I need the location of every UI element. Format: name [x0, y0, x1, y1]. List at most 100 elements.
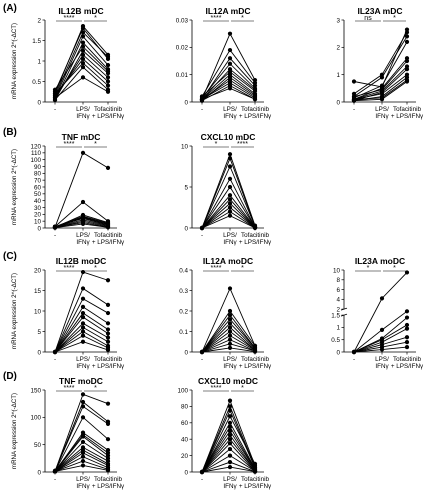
y-tick-label: 5: [184, 184, 188, 191]
x-tick-label: + LPS/IFNγ: [239, 363, 272, 370]
y-axis-label: mRNA expression 2^(-ΔCT): [11, 393, 18, 469]
x-tick-label: Tofacitinib: [94, 356, 122, 363]
panel-label-c: (C): [3, 251, 17, 262]
data-point: [80, 40, 86, 45]
y-tick-label: 100: [30, 415, 41, 422]
chart-title: IL23A mDC: [357, 6, 402, 16]
data-point: [199, 225, 205, 231]
significance-label: ****: [211, 265, 222, 272]
data-point: [105, 54, 111, 60]
data-point: [227, 56, 233, 61]
data-point: [105, 71, 111, 76]
chart-title: TNF mDC: [62, 132, 101, 142]
y-tick-label: 10: [34, 308, 42, 315]
y-tick-label: 1: [336, 72, 340, 79]
data-point: [227, 414, 233, 419]
data-point: [80, 450, 86, 455]
y-axis-label: mRNA expression 2^(-ΔCT): [11, 273, 18, 349]
y-tick-label: 80: [34, 171, 42, 178]
y-tick-label: 1: [336, 325, 340, 332]
x-tick-label: Tofacitinib: [241, 476, 269, 483]
data-point: [80, 392, 86, 397]
y-tick-label: 0: [336, 99, 340, 106]
x-tick-label: + LPS/IFNγ: [239, 239, 272, 246]
x-tick-label: Tofacitinib: [241, 106, 269, 113]
panel-label-d: (D): [3, 371, 17, 382]
y-tick-label: 1: [37, 58, 41, 65]
y-tick-label: 0: [184, 225, 188, 232]
y-tick-label: 0.03: [176, 17, 189, 24]
data-point: [80, 439, 86, 445]
significance-label: ns: [364, 15, 372, 22]
y-tick-label: 120: [30, 143, 41, 150]
y-tick-label: 1.5: [331, 312, 340, 319]
data-point: [227, 398, 233, 403]
chart-8: TNF moDC 0 50 100 150 - LPS/IFNγ Tofacitinib+ L…: [30, 376, 125, 490]
x-tick-label: Tofacitinib: [393, 106, 421, 113]
data-point: [227, 193, 233, 198]
data-point: [227, 201, 233, 206]
x-tick-label: -: [54, 476, 56, 483]
data-point: [227, 286, 233, 291]
y-tick-label: 6: [336, 287, 340, 294]
significance-label: *: [241, 15, 244, 22]
significance-label: *: [393, 265, 396, 272]
data-point: [227, 337, 233, 342]
y-tick-label: 8: [336, 277, 340, 284]
data-point: [379, 347, 385, 352]
x-tick-label: -: [201, 232, 203, 239]
significance-label: *: [367, 265, 370, 272]
chart-1: IL12A mDC 0 0.01 0.02 0.03 - LPS/IFNγ Tofacitin…: [176, 6, 272, 120]
x-tick-label: LPS/: [223, 232, 237, 239]
data-point: [227, 441, 233, 446]
significance-label: ****: [64, 265, 75, 272]
data-point: [404, 315, 410, 320]
significance-label: ****: [64, 141, 75, 148]
data-point: [227, 209, 233, 214]
data-point: [404, 58, 410, 64]
y-tick-label: 50: [34, 442, 42, 449]
y-tick-label: 100: [30, 157, 41, 164]
data-point: [80, 454, 86, 459]
y-tick-label: 0: [336, 349, 340, 356]
data-point: [404, 340, 410, 345]
panel-label-a: (A): [3, 3, 17, 14]
y-tick-label: 5: [37, 329, 41, 336]
data-point: [80, 52, 86, 57]
data-point: [404, 30, 410, 35]
y-tick-label: 15: [34, 288, 42, 295]
y-tick-label: 0.1: [179, 329, 188, 336]
significance-label: ****: [211, 15, 222, 22]
chart-6: IL12A moDC 0 0.1 0.2 0.3 0.4 - LPS/IFNγ Tofaciti…: [179, 256, 272, 370]
data-point: [105, 331, 111, 336]
chart-title: CXCL10 moDC: [198, 376, 258, 386]
x-tick-label: IFNγ: [223, 363, 237, 370]
chart-5: IL12B moDC 0 5 10 15 20 - LPS/IFNγ Tofacitinib+ …: [34, 256, 125, 370]
y-tick-label: 1.5: [32, 38, 41, 45]
chart-4: CXCL10 mDC 0 5 10 - LPS/IFNγ Tofacitinib+ LPS/…: [181, 132, 272, 246]
data-point: [227, 197, 233, 202]
data-point: [52, 225, 58, 230]
chart-title: IL12B mDC: [58, 6, 103, 16]
data-point: [80, 199, 86, 205]
x-tick-label: -: [54, 106, 56, 113]
data-point: [379, 327, 385, 332]
significance-label: *: [94, 15, 97, 22]
data-point: [404, 322, 410, 328]
data-point: [105, 335, 111, 340]
data-point: [80, 321, 86, 326]
data-point: [227, 408, 233, 413]
y-tick-label: 2: [336, 306, 340, 313]
data-point: [80, 399, 86, 405]
y-tick-label: 150: [30, 387, 41, 394]
y-tick-label: 0.5: [32, 79, 41, 86]
data-point: [80, 304, 86, 309]
data-point: [227, 345, 233, 350]
y-tick-label: 0.5: [331, 337, 340, 344]
chart-title: TNF moDC: [59, 376, 103, 386]
x-tick-label: + LPS/IFNγ: [92, 363, 125, 370]
chart-2: IL23A mDC 0 1 2 3 - LPS/IFNγ Tofacitinib+ LPS/I…: [336, 6, 424, 120]
data-point: [80, 415, 86, 420]
data-point: [199, 469, 205, 475]
